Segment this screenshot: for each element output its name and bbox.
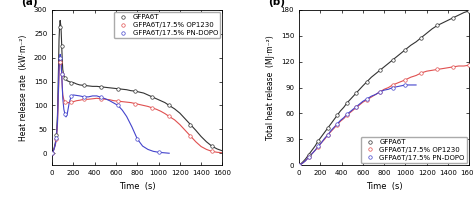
GFPA6T <box>354 92 359 94</box>
GFPA6T/17.5% PN-DOPO <box>155 151 161 153</box>
GFPA6T/17.5% PN-DOPO <box>135 138 140 140</box>
GFPA6T <box>402 48 408 51</box>
GFPA6T <box>364 80 370 83</box>
GFPA6T <box>115 88 121 90</box>
GFPA6T <box>435 24 440 27</box>
GFPA6T/17.5% OP1230 <box>296 164 302 166</box>
GFPA6T <box>466 10 472 12</box>
GFPA6T <box>377 69 383 71</box>
GFPA6T/17.5% OP1230 <box>54 138 59 140</box>
GFPA6T/17.5% OP1230 <box>315 146 321 148</box>
GFPA6T/17.5% OP1230 <box>354 106 359 109</box>
Line: GFPA6T/17.5% OP1230: GFPA6T/17.5% OP1230 <box>50 60 213 155</box>
GFPA6T <box>68 81 74 84</box>
GFPA6T/17.5% PN-DOPO <box>402 84 408 86</box>
GFPA6T/17.5% PN-DOPO <box>62 113 68 115</box>
GFPA6T/17.5% PN-DOPO <box>344 113 350 115</box>
GFPA6T/17.5% PN-DOPO <box>98 96 104 99</box>
GFPA6T <box>81 84 87 87</box>
GFPA6T <box>419 36 424 39</box>
GFPA6T <box>450 17 456 19</box>
GFPA6T <box>149 96 155 98</box>
Legend: GFPA6T, GFPA6T/17.5% OP1230, GFPA6T/17.5% PN-DOPO: GFPA6T, GFPA6T/17.5% OP1230, GFPA6T/17.5… <box>361 137 467 163</box>
GFPA6T <box>166 104 172 107</box>
GFPA6T/17.5% PN-DOPO <box>315 145 321 147</box>
GFPA6T/17.5% PN-DOPO <box>49 152 55 154</box>
GFPA6T/17.5% OP1230 <box>335 123 340 126</box>
GFPA6T/17.5% OP1230 <box>466 64 472 66</box>
Text: (b): (b) <box>268 0 285 7</box>
GFPA6T/17.5% OP1230 <box>209 150 215 152</box>
Line: GFPA6T/17.5% PN-DOPO: GFPA6T/17.5% PN-DOPO <box>297 83 407 167</box>
GFPA6T/17.5% PN-DOPO <box>115 104 121 107</box>
GFPA6T/17.5% OP1230 <box>435 68 440 71</box>
GFPA6T/17.5% OP1230 <box>57 60 63 63</box>
GFPA6T/17.5% OP1230 <box>188 135 193 137</box>
GFPA6T <box>62 77 68 79</box>
GFPA6T/17.5% PN-DOPO <box>59 73 64 76</box>
GFPA6T/17.5% PN-DOPO <box>68 95 74 97</box>
GFPA6T/17.5% OP1230 <box>166 115 172 118</box>
GFPA6T/17.5% PN-DOPO <box>354 105 359 108</box>
GFPA6T/17.5% PN-DOPO <box>81 96 87 98</box>
GFPA6T/17.5% OP1230 <box>402 79 408 81</box>
GFPA6T <box>49 152 55 154</box>
GFPA6T/17.5% PN-DOPO <box>306 156 311 159</box>
GFPA6T <box>390 59 395 61</box>
GFPA6T/17.5% PN-DOPO <box>57 57 63 59</box>
GFPA6T <box>59 45 64 47</box>
GFPA6T/17.5% OP1230 <box>49 152 55 154</box>
GFPA6T <box>315 140 321 142</box>
GFPA6T/17.5% OP1230 <box>364 99 370 101</box>
GFPA6T/17.5% OP1230 <box>149 107 155 109</box>
GFPA6T/17.5% OP1230 <box>390 84 395 86</box>
Y-axis label: Total heat release  (MJ·m⁻²): Total heat release (MJ·m⁻²) <box>266 35 275 140</box>
GFPA6T/17.5% OP1230 <box>115 100 121 102</box>
Line: GFPA6T/17.5% PN-DOPO: GFPA6T/17.5% PN-DOPO <box>50 56 160 155</box>
GFPA6T/17.5% OP1230 <box>98 98 104 100</box>
GFPA6T/17.5% OP1230 <box>81 98 87 100</box>
GFPA6T/17.5% OP1230 <box>450 66 456 68</box>
GFPA6T/17.5% OP1230 <box>62 100 68 103</box>
GFPA6T <box>209 145 215 147</box>
GFPA6T <box>325 127 330 129</box>
GFPA6T <box>306 154 311 156</box>
GFPA6T/17.5% PN-DOPO <box>364 98 370 100</box>
Text: (a): (a) <box>21 0 38 7</box>
X-axis label: Time  (s): Time (s) <box>119 181 155 191</box>
GFPA6T/17.5% PN-DOPO <box>54 137 59 139</box>
GFPA6T <box>188 123 193 126</box>
GFPA6T/17.5% OP1230 <box>132 102 138 105</box>
Y-axis label: Heat release rate  (kW·m⁻²): Heat release rate (kW·m⁻²) <box>19 34 28 141</box>
GFPA6T <box>57 25 63 28</box>
X-axis label: Time  (s): Time (s) <box>366 181 402 191</box>
GFPA6T/17.5% OP1230 <box>344 114 350 116</box>
GFPA6T/17.5% OP1230 <box>306 156 311 159</box>
GFPA6T/17.5% PN-DOPO <box>335 123 340 125</box>
Line: GFPA6T: GFPA6T <box>297 9 471 167</box>
Line: GFPA6T: GFPA6T <box>50 25 213 155</box>
GFPA6T/17.5% OP1230 <box>68 101 74 103</box>
GFPA6T/17.5% PN-DOPO <box>296 164 302 166</box>
Legend: GFPA6T, GFPA6T/17.5% OP1230, GFPA6T/17.5% PN-DOPO: GFPA6T, GFPA6T/17.5% OP1230, GFPA6T/17.5… <box>114 12 220 38</box>
GFPA6T <box>344 102 350 104</box>
GFPA6T <box>98 86 104 88</box>
GFPA6T/17.5% PN-DOPO <box>377 91 383 93</box>
GFPA6T <box>296 164 302 166</box>
GFPA6T <box>54 134 59 136</box>
GFPA6T/17.5% PN-DOPO <box>390 86 395 89</box>
GFPA6T <box>335 114 340 116</box>
Line: GFPA6T/17.5% OP1230: GFPA6T/17.5% OP1230 <box>297 63 471 167</box>
GFPA6T/17.5% OP1230 <box>377 91 383 93</box>
GFPA6T/17.5% OP1230 <box>59 73 64 76</box>
GFPA6T <box>132 90 138 92</box>
GFPA6T/17.5% PN-DOPO <box>325 134 330 136</box>
GFPA6T/17.5% OP1230 <box>419 72 424 74</box>
GFPA6T/17.5% OP1230 <box>325 134 330 136</box>
